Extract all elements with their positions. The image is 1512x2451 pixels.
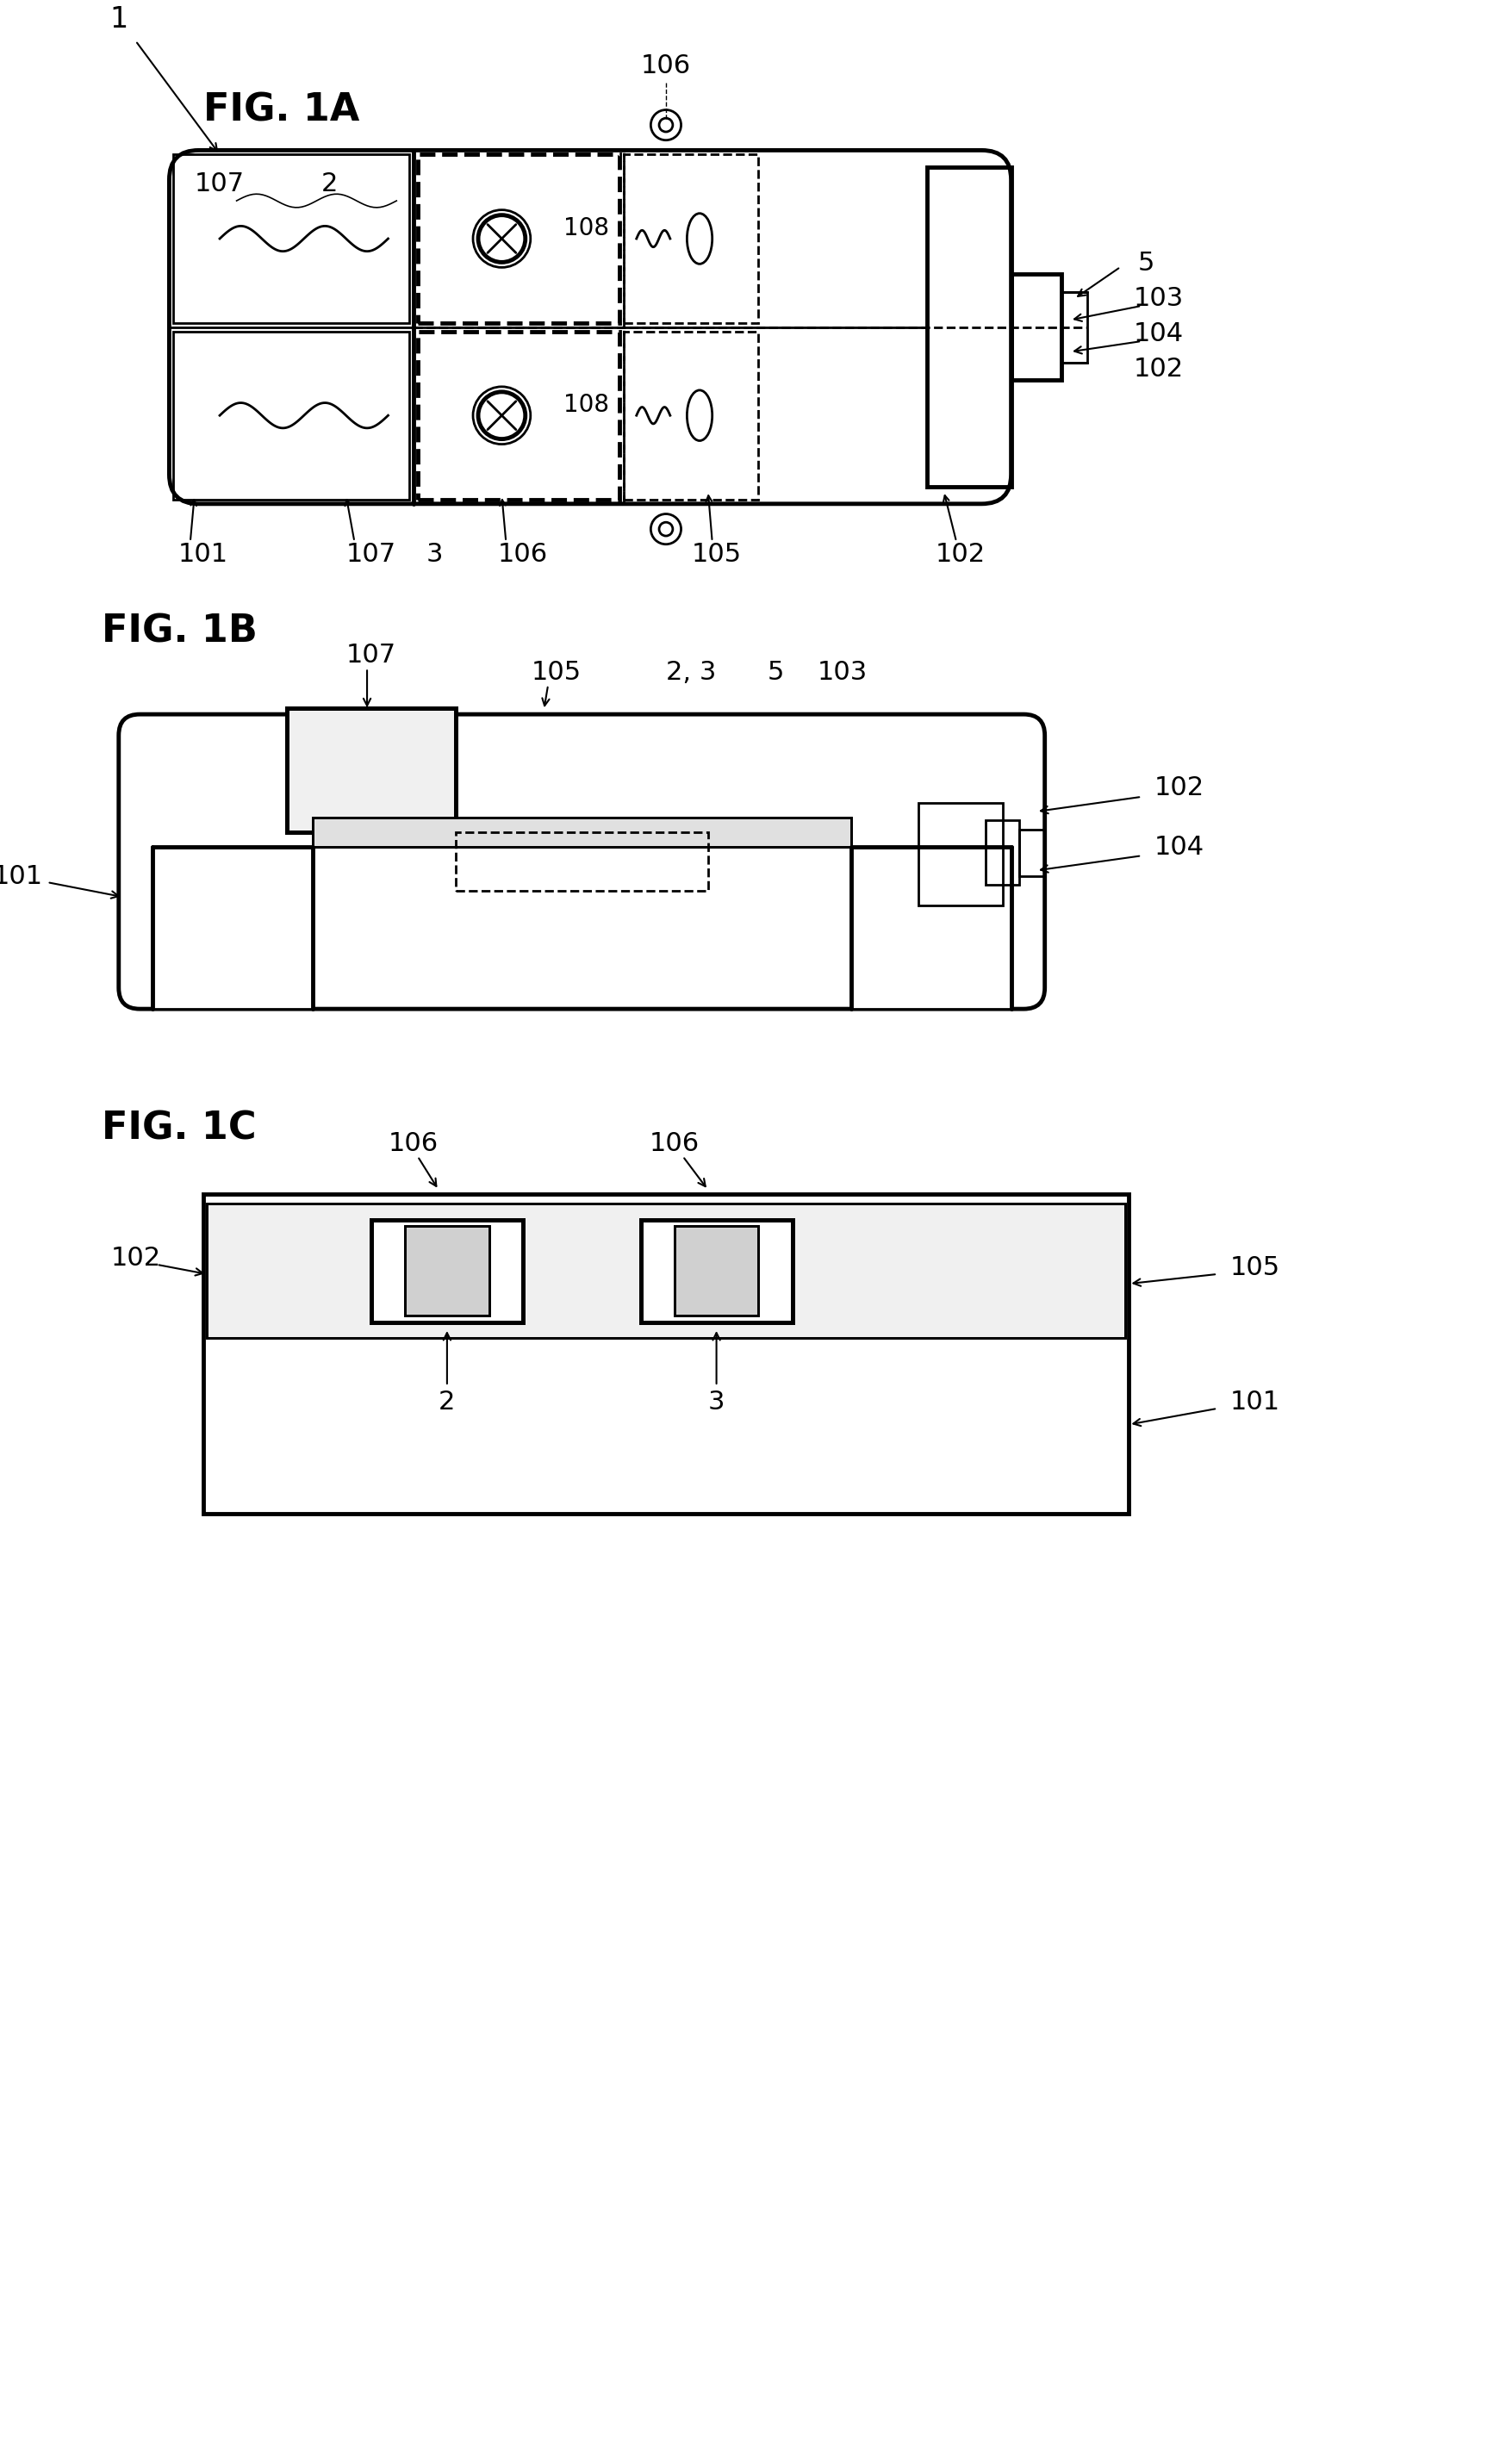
Text: 104: 104 — [1132, 321, 1182, 346]
Text: 107: 107 — [346, 542, 396, 566]
Text: 2: 2 — [321, 172, 337, 196]
Bar — [1061, 292, 1086, 363]
Bar — [674, 1226, 758, 1316]
Text: FIG. 1A: FIG. 1A — [203, 91, 358, 127]
Bar — [370, 1221, 523, 1321]
Text: 106: 106 — [389, 1132, 438, 1157]
Bar — [287, 708, 455, 833]
Text: FIG. 1B: FIG. 1B — [101, 613, 257, 650]
Text: 5: 5 — [1137, 250, 1154, 277]
Bar — [207, 1203, 1123, 1338]
Bar — [1019, 828, 1045, 877]
Text: 102: 102 — [1132, 358, 1182, 382]
Text: 105: 105 — [1229, 1255, 1279, 1279]
Bar — [417, 331, 620, 500]
Text: 108: 108 — [562, 216, 608, 240]
Bar — [986, 821, 1019, 885]
Bar — [153, 848, 311, 1010]
Bar — [455, 833, 708, 892]
Text: 2, 3: 2, 3 — [665, 659, 715, 684]
Bar — [405, 1226, 488, 1316]
Text: 106: 106 — [641, 54, 691, 78]
Text: 3: 3 — [426, 542, 443, 566]
Text: 103: 103 — [816, 659, 868, 684]
Text: 104: 104 — [1154, 833, 1204, 860]
Bar — [640, 1221, 792, 1321]
Text: 1: 1 — [109, 5, 129, 34]
Text: 106: 106 — [649, 1132, 699, 1157]
Text: 2: 2 — [438, 1390, 455, 1414]
Bar — [927, 167, 1010, 488]
Text: 102: 102 — [110, 1245, 160, 1270]
Text: 102: 102 — [934, 542, 984, 566]
Text: 106: 106 — [497, 542, 547, 566]
Bar — [851, 848, 1010, 1010]
Bar — [311, 819, 851, 848]
Bar — [207, 1203, 1123, 1338]
Bar — [640, 1221, 792, 1321]
Text: 5: 5 — [767, 659, 783, 684]
Text: 103: 103 — [1132, 287, 1182, 311]
Bar — [623, 154, 758, 324]
Bar — [203, 1194, 1128, 1515]
Bar — [674, 1226, 758, 1316]
Text: 107: 107 — [346, 642, 396, 667]
Text: 101: 101 — [177, 542, 228, 566]
Text: 105: 105 — [691, 542, 741, 566]
Bar — [174, 154, 408, 324]
Bar — [1010, 275, 1061, 380]
Bar — [405, 1226, 488, 1316]
Text: 107: 107 — [195, 172, 245, 196]
Bar — [287, 708, 455, 833]
Bar — [311, 819, 851, 848]
Bar — [623, 331, 758, 500]
Text: 101: 101 — [1229, 1390, 1279, 1414]
Bar — [918, 801, 1002, 907]
Text: 3: 3 — [708, 1390, 724, 1414]
Text: 105: 105 — [531, 659, 581, 684]
Bar — [370, 1221, 523, 1321]
Text: FIG. 1C: FIG. 1C — [101, 1110, 257, 1147]
Text: 108: 108 — [562, 392, 608, 417]
Bar — [417, 154, 620, 324]
Bar — [174, 331, 408, 500]
Text: 101: 101 — [0, 863, 42, 890]
Text: 102: 102 — [1154, 775, 1204, 801]
